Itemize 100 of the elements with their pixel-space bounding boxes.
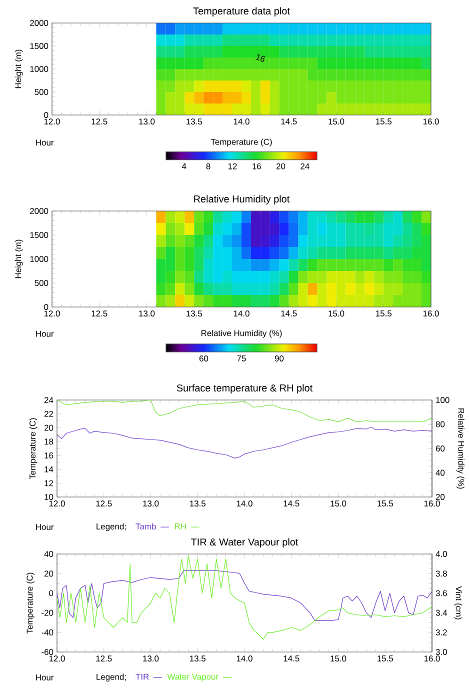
x-tick-label: 13.5 [190,656,206,662]
x-tick-label: 16.0 [423,310,439,317]
x-tick-label: 15.5 [378,500,394,506]
x-tick-label: 13.0 [139,310,155,317]
y-tick-label: 22 [44,410,54,417]
x-tick-label: 14.5 [284,656,300,662]
y-tick-label: 1500 [30,43,48,49]
legend-label: Tamb [136,523,156,530]
x-tick-label: 13.5 [186,118,202,125]
y-tick-label: 40 [44,551,54,557]
y2-tick-label: 3.4 [436,610,448,616]
x-tick-label: 15.0 [330,500,346,507]
legend-label: TIR [136,674,149,680]
x-tick-label: 13.0 [143,656,159,662]
color-bar-label: 8 [206,163,210,170]
color-bar-label: 60 [199,355,208,362]
y2-tick-label: 3.6 [436,590,447,596]
y-tick-label: 500 [34,280,48,286]
chart-title: Relative Humidity plot [194,195,290,204]
x-tick-label: 14.0 [236,500,252,507]
color-bar-label: 16 [252,163,261,170]
y-axis-title: Height (m) [14,50,23,88]
x-tick-label: 13.0 [139,118,155,125]
x-tick-label: 12.0 [49,656,65,662]
x-tick-label: 14.0 [234,118,250,125]
legend-title: Legend; [96,674,126,682]
x-tick-label: 12.0 [44,118,60,125]
x-tick-label: 13.0 [143,500,159,507]
y-tick-label: 1000 [30,66,48,72]
y-tick-label: 20 [44,570,54,577]
color-bar-title: Temperature (C) [210,138,272,147]
x-tick-label: 12.5 [96,500,112,507]
x-tick-label: 16.0 [424,500,440,507]
color-bar-label: 90 [274,355,284,362]
x-axis-title: Hour [36,330,54,337]
x-tick-label: 16.0 [423,118,439,125]
x-tick-label: 14.5 [281,310,297,316]
x-tick-label: 15.5 [376,310,392,316]
line-series [56,556,432,640]
x-tick-label: 12.0 [49,500,65,507]
y-axis-title: Temperature (C) [26,572,34,634]
x-tick-label: 15.0 [328,310,344,317]
y-axis-title: Height (m) [14,240,23,278]
y-tick-label: 10 [44,494,54,500]
y2-tick-label: 80 [436,421,445,428]
y-tick-label: 500 [34,89,48,95]
y-tick-label: -40 [42,629,54,636]
chart-title: Surface temperature & RH plot [176,384,313,394]
x-tick-label: 12.0 [44,310,60,317]
y2-tick-label: 3.0 [436,649,447,655]
y-tick-label: 12 [44,480,54,486]
y2-tick-label: 3.8 [436,570,447,577]
color-bar-label: 20 [276,163,286,170]
x-tick-label: 12.5 [96,656,112,662]
x-tick-label: 13.5 [190,500,206,507]
y-tick-label: -20 [42,610,54,616]
y-tick-label: 16 [44,452,54,458]
color-bar-label: 24 [300,163,310,170]
y2-tick-label: 20 [436,494,445,500]
color-bar-label: 4 [182,163,186,170]
y2-axis-title: Relative Humidity (%) [456,408,464,489]
y-tick-label: 0 [49,590,54,596]
x-tick-label: 15.0 [328,118,344,125]
x-tick-label: 12.5 [92,118,108,125]
legend-label: RH [174,523,186,530]
x-tick-label: 14.0 [236,656,252,662]
y-tick-label: 0 [44,304,48,310]
y-tick-label: 2000 [30,20,48,26]
y2-tick-label: 3.2 [436,629,447,636]
x-tick-label: 13.5 [186,310,202,317]
color-bar-label: 12 [228,163,237,170]
y2-tick-label: 60 [436,446,445,452]
y-tick-label: 24 [44,397,54,403]
x-tick-label: 14.0 [234,310,250,317]
x-axis-title: Hour [36,140,54,146]
x-tick-label: 14.5 [284,500,300,506]
x-tick-label: 15.5 [378,656,394,662]
y2-tick-label: 4.0 [436,551,447,557]
y-tick-label: 1000 [30,256,48,262]
x-tick-label: 12.5 [92,310,108,317]
x-tick-label: 15.5 [376,118,392,124]
legend-title: Legend; [96,523,126,532]
y2-tick-label: 100 [436,397,450,403]
color-bar-label: 75 [237,355,246,362]
legend-label: Water Vapour [167,674,218,682]
chart-title: TIR & Water Vapour plot [191,538,298,548]
y-axis-title: Temperature (C) [29,418,38,480]
y-tick-label: 1500 [30,232,48,238]
y-tick-label: 18 [44,438,54,445]
x-tick-label: 15.0 [330,656,346,662]
x-tick-label: 14.5 [281,118,297,124]
chart-title: Temperature data plot [193,7,290,16]
x-axis-title: Hour [36,674,54,680]
color-bar-title: Relative Humidity (%) [201,330,282,338]
y-tick-label: 20 [44,424,54,431]
y-tick-label: 0 [44,112,48,118]
y-tick-label: 2000 [30,208,48,214]
x-axis-title: Hour [36,524,54,530]
y-tick-label: -60 [42,649,54,655]
y2-tick-label: 40 [436,470,445,476]
